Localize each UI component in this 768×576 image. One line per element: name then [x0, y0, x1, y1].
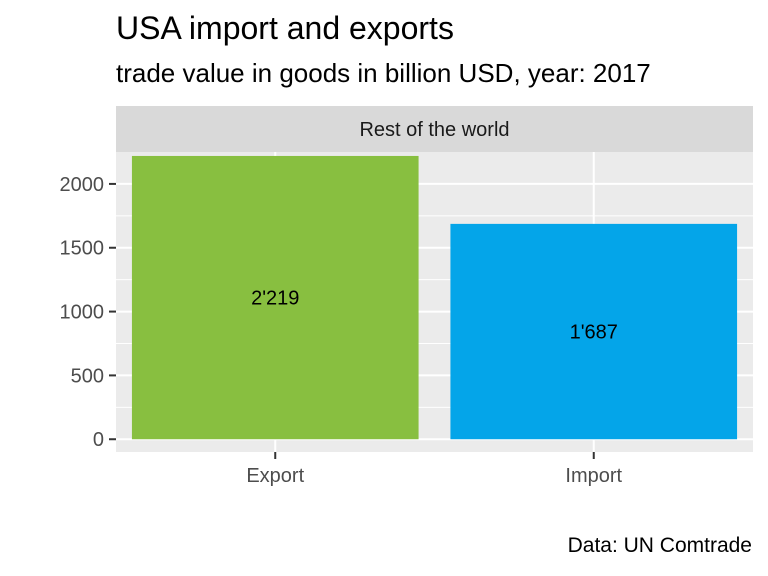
facet-strip-label: Rest of the world [359, 119, 509, 141]
x-tick-label: Import [565, 465, 622, 487]
facet-strip [116, 106, 753, 152]
chart-subtitle: trade value in goods in billion USD, yea… [116, 58, 651, 88]
bar-export [131, 155, 419, 440]
y-tick-label: 500 [71, 365, 104, 387]
y-tick-label: 1000 [60, 302, 105, 324]
x-axis: Export Import [246, 452, 623, 487]
x-tick-label: Export [246, 465, 304, 487]
y-tick-label: 1500 [60, 238, 105, 260]
bars [131, 155, 738, 440]
data-labels: 2'219 1'687 [251, 288, 618, 344]
data-label: 1'687 [570, 322, 618, 344]
chart-title: USA import and exports [116, 10, 454, 46]
chart-caption: Data: UN Comtrade [567, 534, 752, 557]
data-label: 2'219 [251, 288, 299, 310]
y-axis: 0 500 1000 1500 2000 [60, 174, 116, 451]
y-tick-label: 2000 [60, 174, 105, 196]
y-tick-label: 0 [93, 429, 104, 451]
bar-import [450, 223, 738, 440]
